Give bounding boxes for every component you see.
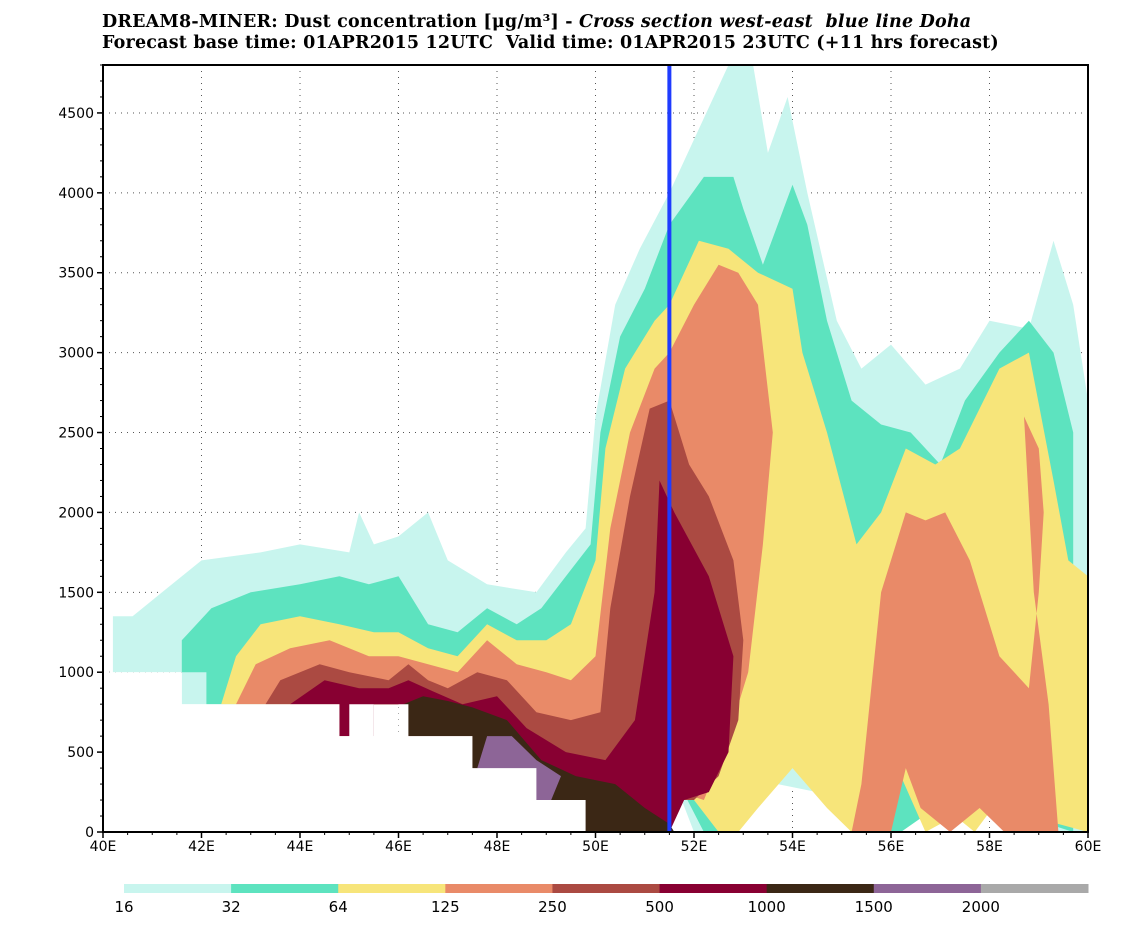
x-tick-label: 46E [385,839,412,855]
legend-label: 2000 [962,898,1000,916]
legend-swatch [231,884,339,893]
legend-label: 1500 [855,898,893,916]
y-tick-label: 1000 [58,665,94,681]
x-tick-label: 44E [287,839,314,855]
legend-swatch [552,884,661,893]
x-tick-label: 42E [188,839,215,855]
legend-swatch [980,884,1089,893]
terrain-mask [103,672,586,832]
legend-swatch [338,884,446,893]
contour-fills [112,65,1088,833]
title-prefix: DREAM8-MINER: Dust concentration [μg/m³]… [102,12,580,32]
y-tick-label: 2500 [58,426,94,442]
x-tick-label: 58E [976,839,1003,855]
x-tick-label: 52E [681,839,708,855]
legend-swatch [659,884,768,893]
terrain-block [103,672,586,832]
y-tick-label: 500 [67,745,94,761]
legend-swatch [766,884,875,893]
y-tick-label: 3000 [58,346,94,362]
legend-label: 64 [329,898,348,916]
legend-label: 125 [431,898,460,916]
legend-swatch [445,884,553,893]
y-axis-ticks: 0 500 1000 1500 2000 2500 3000 3500 4000 4500 [58,64,103,841]
color-legend: 16 32 64 125 250 500 1000 1500 2000 [114,884,1089,916]
legend-swatch [873,884,982,893]
y-tick-label: 3500 [58,266,94,282]
y-tick-label: 4500 [58,106,94,122]
x-tick-label: 50E [582,839,609,855]
legend-label: 500 [645,898,674,916]
legend-label: 16 [114,898,133,916]
legend-swatch [124,884,232,893]
y-tick-label: 2000 [58,505,94,521]
legend-label: 250 [538,898,567,916]
legend-label: 1000 [748,898,786,916]
x-axis-ticks: 40E 42E 44E 46E 48E 50E 52E 54E 56E 58E 60E [90,832,1102,855]
legend-label: 32 [222,898,241,916]
contour-500 [290,480,734,832]
x-tick-label: 40E [90,839,117,855]
y-tick-label: 0 [85,825,94,841]
chart-title-line2: Forecast base time: 01APR2015 12UTC Vali… [102,33,999,53]
y-tick-label: 1500 [58,585,94,601]
contour-250 [265,400,744,832]
chart-title-line1: DREAM8-MINER: Dust concentration [μg/m³]… [102,12,971,32]
contour-1500 [477,736,561,800]
x-tick-label: 56E [878,839,905,855]
contour-125b [851,416,1059,832]
x-tick-label: 60E [1075,839,1102,855]
x-tick-label: 54E [779,839,806,855]
title-italic: Cross section west-east blue line Doha [579,12,972,32]
y-tick-label: 4000 [58,186,94,202]
x-tick-label: 48E [484,839,511,855]
